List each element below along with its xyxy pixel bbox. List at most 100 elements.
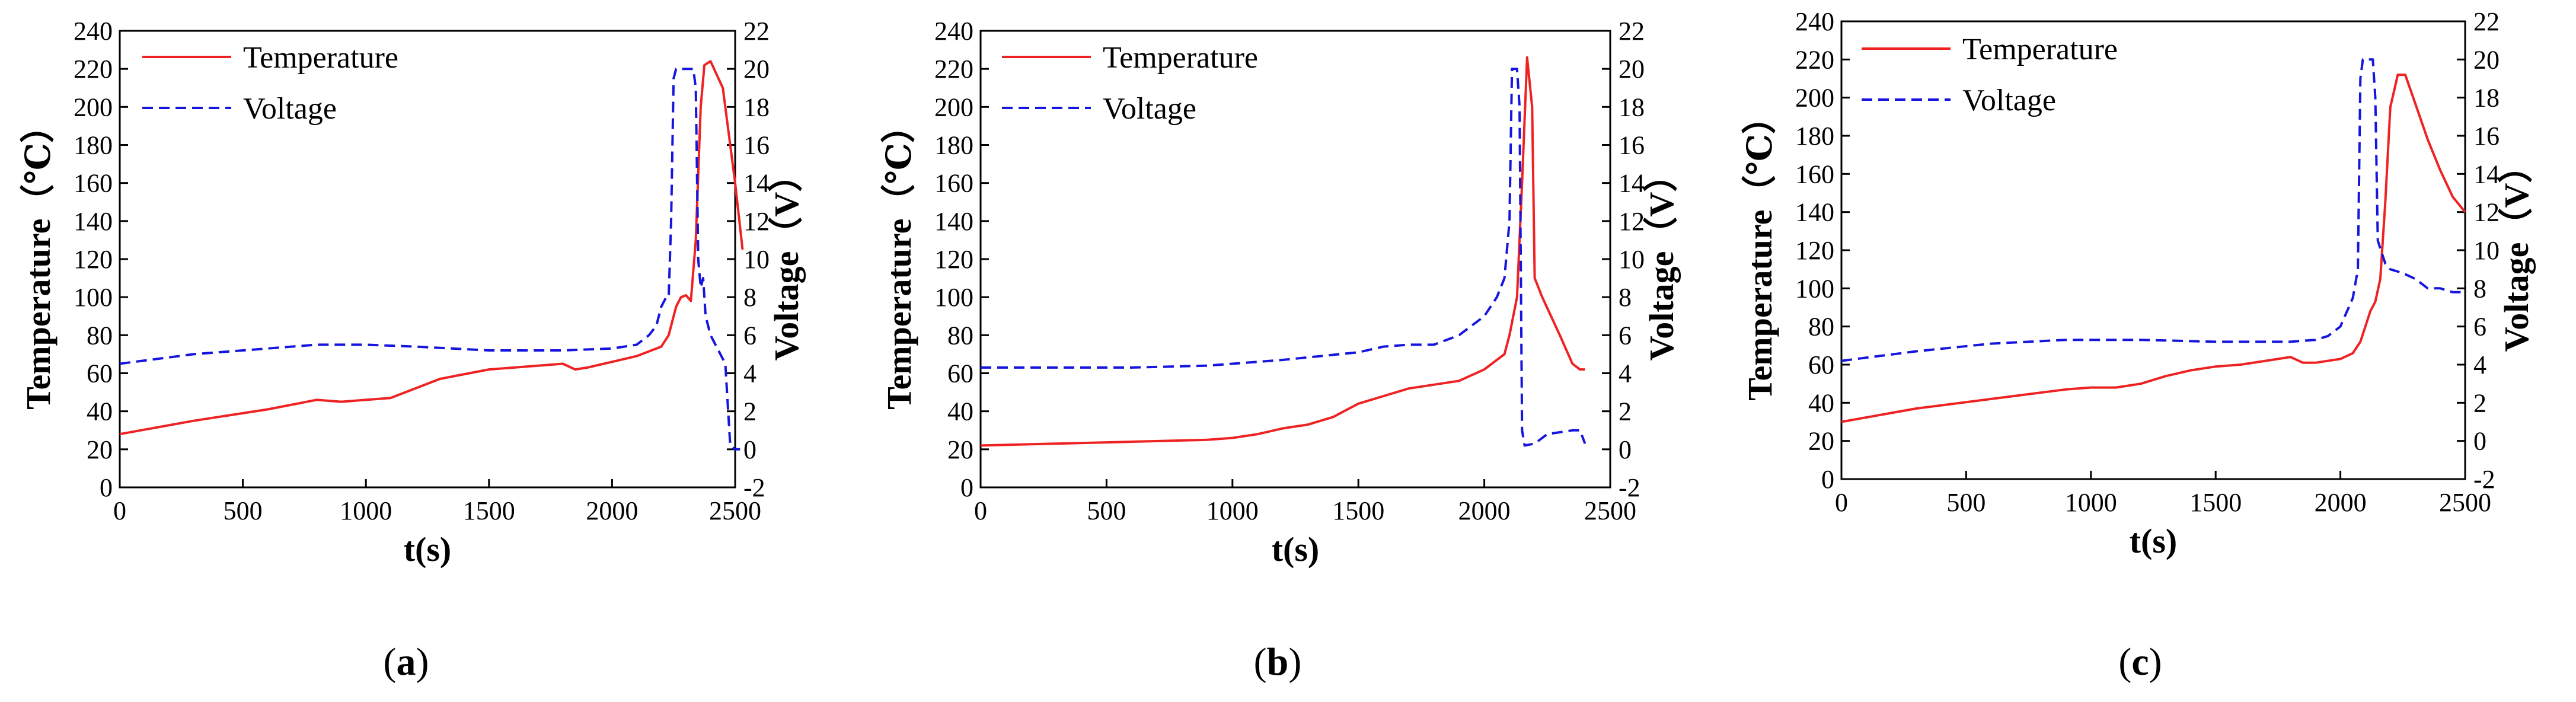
y-tick-label: 220 (934, 55, 973, 84)
x-tick-label: 2000 (1458, 496, 1511, 525)
y2-tick-label: 6 (2473, 312, 2486, 342)
x-tick-label: 0 (974, 496, 987, 525)
y2-tick-label: 22 (743, 17, 770, 46)
legend-label-temperature: Temperature (1103, 41, 1258, 75)
y-tick-label: 60 (947, 359, 973, 388)
x-tick-label: 2500 (2439, 488, 2491, 517)
y2-tick-label: 4 (2473, 350, 2486, 379)
y2-tick-label: 12 (2473, 198, 2500, 227)
y2-tick-label: 18 (743, 92, 770, 122)
x-axis-title: t(s) (1272, 530, 1320, 569)
y2-axis-title: Voltage（V） (767, 158, 806, 361)
y2-axis-title: Voltage（V） (2497, 149, 2536, 352)
x-tick-label: 0 (1835, 488, 1848, 517)
y-tick-label: 140 (74, 207, 113, 236)
y-tick-label: 60 (1808, 350, 1834, 379)
panel-b-chart: 0 500 1000 1500 2000 250002040608010012014016… (880, 17, 1681, 569)
series-line-temperature (980, 56, 1585, 447)
x-tick-label: 500 (224, 496, 263, 525)
y-tick-label: 20 (87, 435, 113, 464)
x-axis-title: t(s) (404, 530, 452, 569)
plot-frame (979, 30, 1611, 489)
legend-label-temperature: Temperature (1962, 33, 2118, 66)
y2-tick-label: 14 (1619, 169, 1645, 198)
y2-tick-label: 8 (743, 283, 756, 312)
y2-tick-label: 14 (2473, 159, 2500, 189)
y-tick-label: 40 (87, 397, 113, 426)
y-tick-label: 120 (1795, 236, 1834, 265)
x-tick-label: 2500 (1584, 496, 1636, 525)
y-tick-label: 40 (1808, 388, 1834, 417)
y-tick-label: 160 (1795, 159, 1834, 189)
y2-tick-label: 2 (2473, 388, 2486, 417)
series-line-voltage (981, 68, 1587, 447)
plot-frame (1840, 20, 2466, 480)
y-tick-label: 80 (87, 321, 113, 350)
y2-tick-label: 22 (1619, 17, 1645, 46)
y-tick-label: 200 (1795, 84, 1834, 113)
y2-tick-label: -2 (1619, 473, 1640, 502)
x-tick-label: 500 (1946, 488, 1986, 517)
y2-tick-label: 6 (1619, 321, 1632, 350)
series-line-temperature (119, 60, 744, 436)
y-tick-label: 240 (1795, 7, 1834, 36)
y2-tick-label: 0 (1619, 435, 1632, 464)
y2-tick-label: 6 (743, 321, 756, 350)
y2-tick-label: 16 (1619, 131, 1645, 160)
y-tick-label: 220 (74, 55, 113, 84)
y-tick-label: 100 (1795, 274, 1834, 303)
y2-tick-label: 20 (743, 55, 770, 84)
y2-tick-label: 8 (2473, 274, 2486, 303)
y-tick-label: 0 (100, 473, 113, 502)
y-tick-label: 0 (1821, 465, 1834, 494)
y2-tick-label: 0 (2473, 427, 2486, 456)
y-tick-label: 180 (1795, 122, 1834, 151)
y2-tick-label: 12 (743, 207, 770, 236)
y-tick-label: 160 (74, 169, 113, 198)
y2-tick-label: 22 (2473, 7, 2500, 36)
x-tick-label: 1000 (340, 496, 392, 525)
x-tick-label: 2500 (709, 496, 761, 525)
y-tick-label: 160 (934, 169, 973, 198)
y-tick-label: 60 (87, 359, 113, 388)
x-tick-label: 1000 (1206, 496, 1259, 525)
legend-label-voltage: Voltage (1103, 92, 1196, 126)
x-tick-label: 1500 (2189, 488, 2242, 517)
y-axis-title: Temperature（℃） (1741, 100, 1779, 401)
y-tick-label: 40 (947, 397, 973, 426)
y2-tick-label: 16 (743, 131, 770, 160)
x-axis-title: t(s) (2130, 522, 2178, 560)
y2-tick-label: 20 (2473, 45, 2500, 74)
y-tick-label: 200 (74, 92, 113, 122)
x-tick-label: 0 (113, 496, 126, 525)
y2-tick-label: 2 (1619, 397, 1632, 426)
y2-tick-label: 10 (743, 245, 770, 274)
y-tick-label: 180 (74, 131, 113, 160)
y-tick-label: 20 (947, 435, 973, 464)
x-tick-label: 1500 (463, 496, 515, 525)
x-tick-label: 1000 (2065, 488, 2117, 517)
y-tick-label: 20 (1808, 427, 1834, 456)
y-tick-label: 220 (1795, 45, 1834, 74)
y-tick-label: 100 (934, 283, 973, 312)
y2-tick-label: -2 (2473, 465, 2495, 494)
caption-b: (b) (1254, 640, 1302, 684)
x-tick-label: 2000 (586, 496, 638, 525)
x-tick-label: 1500 (1332, 496, 1384, 525)
y2-tick-label: 10 (2473, 236, 2500, 265)
x-tick-label: 2000 (2315, 488, 2367, 517)
y-tick-label: 240 (74, 17, 113, 46)
y-tick-label: 140 (934, 207, 973, 236)
series-line-temperature (1841, 74, 2466, 423)
y2-axis-title: Voltage（V） (1642, 158, 1681, 361)
y-tick-label: 80 (947, 321, 973, 350)
y2-tick-label: -2 (743, 473, 765, 502)
y2-tick-label: 4 (1619, 359, 1632, 388)
x-tick-label: 500 (1087, 496, 1126, 525)
y2-tick-label: 18 (1619, 92, 1645, 122)
legend-label-voltage: Voltage (243, 92, 337, 126)
y2-tick-label: 8 (1619, 283, 1632, 312)
y2-tick-label: 20 (1619, 55, 1645, 84)
y-axis-title: Temperature（℃） (19, 109, 58, 410)
